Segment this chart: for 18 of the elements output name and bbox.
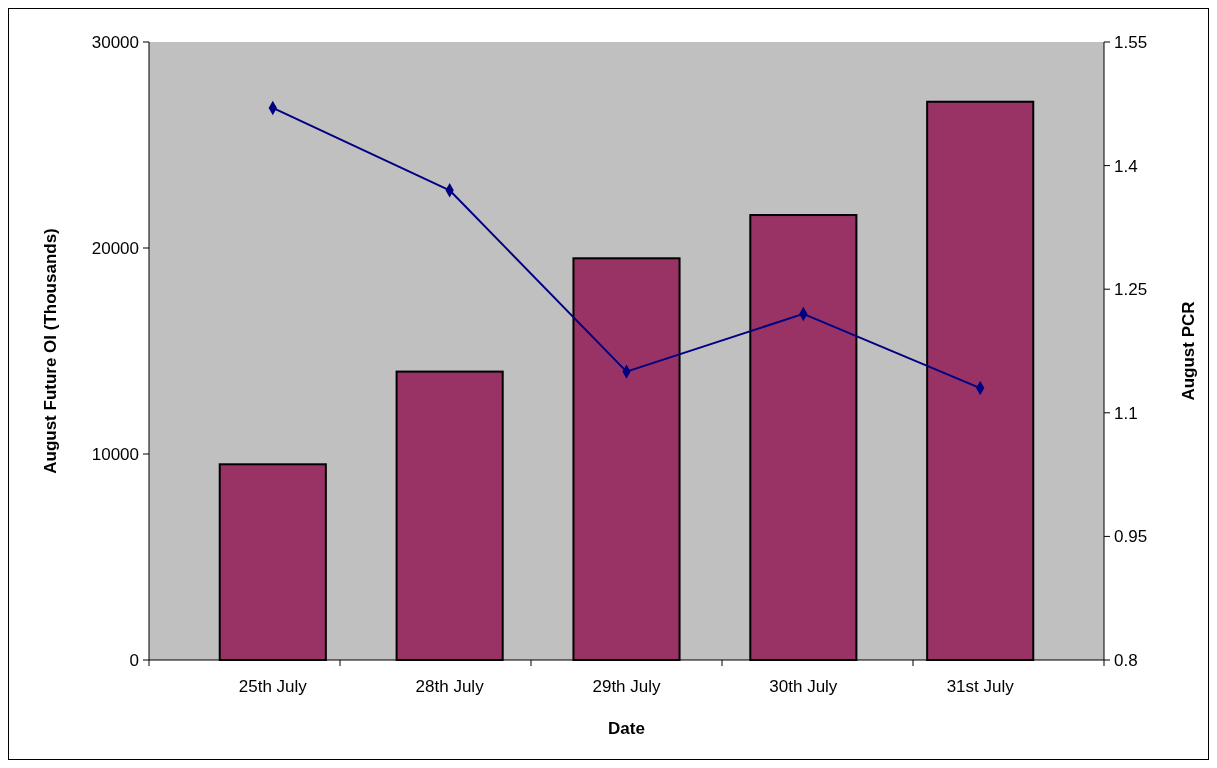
x-tick-label: 31st July: [946, 677, 1015, 696]
y2-tick-label: 0.8: [1114, 650, 1138, 670]
y2-tick-label: 0.95: [1114, 527, 1148, 547]
y-tick-label: 0: [129, 650, 139, 670]
x-tick-label: 28th July: [415, 677, 485, 696]
x-tick-label: 30th July: [769, 677, 838, 696]
y-tick-label: 10000: [91, 444, 139, 464]
x-tick-label: 25th July: [238, 677, 308, 696]
y-tick-label: 30000: [91, 32, 139, 52]
y-tick-label: 20000: [91, 238, 139, 258]
y-axis-title: August Future OI (Thousands): [41, 228, 60, 474]
y2-tick-label: 1.55: [1114, 32, 1148, 52]
y2-tick-label: 1.4: [1114, 156, 1138, 176]
y2-axis-title: August PCR: [1179, 301, 1198, 401]
y2-tick-label: 1.25: [1114, 280, 1148, 300]
x-tick-label: 29th July: [592, 677, 662, 696]
x-axis-title: Date: [608, 719, 645, 738]
y2-tick-label: 1.1: [1114, 403, 1138, 423]
